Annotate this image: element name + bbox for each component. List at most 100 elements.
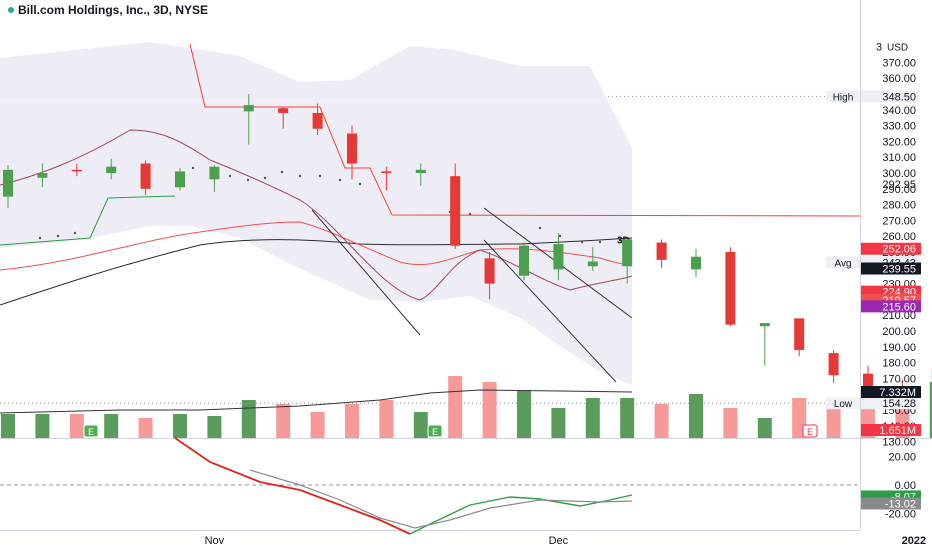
volume-bar bbox=[379, 400, 394, 438]
stop-marker-dot bbox=[263, 176, 267, 180]
stop-marker-dot bbox=[280, 170, 284, 174]
stop-marker-dot bbox=[318, 174, 322, 178]
price-axis-label: 270.00 bbox=[882, 215, 916, 227]
candle-body bbox=[587, 261, 598, 267]
volume-bar bbox=[69, 414, 84, 438]
candle-body bbox=[209, 166, 220, 180]
oscillator-axis-label: 0.00 bbox=[895, 480, 916, 492]
volume-bar bbox=[310, 412, 325, 438]
volume-bar bbox=[929, 382, 932, 438]
price-axis-label: 200.00 bbox=[882, 326, 916, 338]
moving-average-mid bbox=[0, 221, 633, 271]
stop-marker-dot bbox=[56, 234, 60, 238]
stop-marker-dot bbox=[358, 182, 362, 186]
price-tag-box bbox=[861, 242, 921, 255]
volume-bar bbox=[104, 414, 119, 438]
channel-left-line bbox=[311, 209, 421, 336]
side-label-box bbox=[826, 397, 860, 410]
chart-title-text: Bill.com Holdings, Inc., 3D, NYSE bbox=[18, 3, 209, 17]
price-axis-label: 320.00 bbox=[882, 136, 916, 148]
candle-body bbox=[175, 171, 185, 188]
price-axis-label: 370.00 bbox=[882, 57, 916, 69]
side-label-text: Avg bbox=[834, 258, 851, 269]
volume-bar bbox=[482, 382, 497, 438]
time-axis-label: Nov bbox=[205, 535, 225, 547]
time-axis-label: 2022 bbox=[902, 535, 926, 547]
oscillator-axis-label: 20.00 bbox=[888, 452, 916, 464]
candle-body bbox=[828, 353, 839, 376]
oscillator-signal-line bbox=[249, 469, 633, 529]
price-axis-label: 280.00 bbox=[882, 200, 916, 212]
volume-bar bbox=[551, 408, 566, 438]
price-axis-label: 180.00 bbox=[882, 358, 916, 370]
stop-marker-dot bbox=[338, 178, 342, 182]
side-value-box bbox=[861, 90, 919, 103]
currency-label: USD bbox=[887, 43, 908, 54]
candle-body bbox=[622, 239, 633, 267]
trailing-stop-down bbox=[189, 43, 861, 217]
candle-body bbox=[519, 245, 529, 276]
stop-marker-dot bbox=[468, 212, 472, 216]
candle-body bbox=[278, 108, 289, 113]
time-axis-label: Dec bbox=[549, 535, 569, 547]
volume-bar bbox=[345, 404, 359, 438]
price-axis-label: 340.00 bbox=[882, 105, 916, 117]
earnings-marker bbox=[427, 424, 443, 438]
stop-marker-dot bbox=[73, 231, 77, 235]
candle-body bbox=[381, 171, 392, 173]
candle-body bbox=[794, 318, 805, 350]
candle-body bbox=[3, 169, 13, 197]
volume-bar bbox=[276, 404, 291, 438]
candle-body bbox=[484, 258, 495, 284]
price-axis-label: 290.00 bbox=[882, 184, 916, 196]
channel-lower-line bbox=[483, 239, 617, 383]
volume-bar bbox=[413, 412, 428, 438]
earnings-marker-label: E bbox=[432, 427, 438, 437]
volatility-band bbox=[0, 42, 632, 385]
price-tag-text: 239.55 bbox=[882, 264, 916, 276]
side-value-text: 154.28 bbox=[882, 398, 916, 410]
volume-bar bbox=[173, 414, 187, 438]
side-value-box bbox=[861, 397, 919, 410]
candle-body bbox=[106, 166, 117, 173]
stop-marker-dot bbox=[580, 240, 584, 244]
price-tag-text: 252.06 bbox=[882, 244, 916, 256]
price-axis-label: 130.00 bbox=[882, 437, 916, 449]
side-label-text: Low bbox=[834, 399, 853, 410]
moving-average-long bbox=[0, 237, 633, 306]
candle-body bbox=[691, 256, 701, 270]
oscillator-red-line bbox=[174, 437, 411, 535]
side-value-text: 348.50 bbox=[882, 91, 916, 103]
volume-bar bbox=[757, 418, 772, 438]
moving-average-short bbox=[0, 129, 633, 301]
candle-body bbox=[863, 373, 873, 387]
candle-body bbox=[415, 169, 426, 173]
price-axis-label: 360.00 bbox=[882, 73, 916, 85]
candle-body bbox=[347, 133, 357, 164]
price-tag-text: 215.60 bbox=[882, 301, 916, 313]
oscillator-tag-text: -13.02 bbox=[885, 498, 916, 510]
price-tag-box bbox=[861, 262, 921, 275]
price-axis-label: 190.00 bbox=[882, 342, 916, 354]
stop-marker-dot bbox=[298, 174, 302, 178]
volume-bar bbox=[620, 398, 635, 438]
volume-bar bbox=[241, 400, 256, 438]
earnings-marker-label: E bbox=[88, 427, 94, 437]
price-axis-label: 310.00 bbox=[882, 152, 916, 164]
price-axis-label: 330.00 bbox=[882, 121, 916, 133]
stop-marker-dot bbox=[228, 174, 232, 178]
price-axis-label: 170.00 bbox=[882, 373, 916, 385]
oscillator-green-line bbox=[409, 494, 633, 535]
side-label-box bbox=[826, 90, 860, 103]
candle-body bbox=[312, 112, 323, 129]
market-status-icon bbox=[8, 7, 14, 13]
side-label-box bbox=[826, 256, 860, 269]
candle-body bbox=[243, 105, 254, 112]
volume-bar bbox=[585, 398, 600, 438]
volume-bar bbox=[826, 400, 841, 438]
volume-bar bbox=[723, 408, 738, 438]
stop-marker-dot bbox=[618, 238, 622, 242]
volume-current-tag bbox=[861, 424, 921, 436]
volume-average-tag bbox=[861, 386, 921, 398]
